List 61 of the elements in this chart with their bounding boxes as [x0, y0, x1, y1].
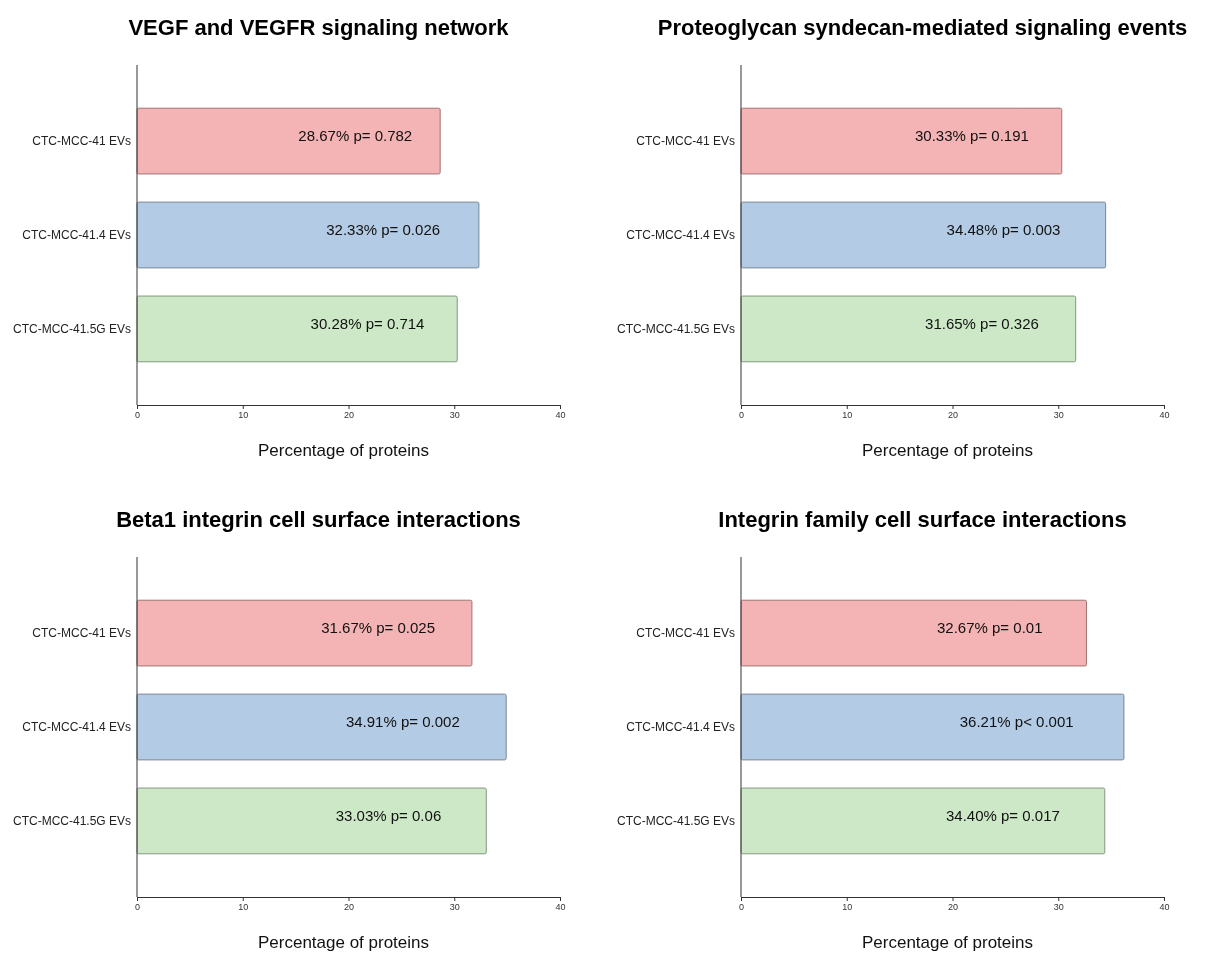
x-axis-title: Percentage of proteins [257, 441, 430, 460]
x-tick-label: 40 [555, 902, 566, 913]
y-tick-label: CTC-MCC-41 EVs [32, 625, 131, 640]
bar [136, 201, 480, 269]
y-tick-label: CTC-MCC-41.5G EVs [12, 321, 131, 336]
bar [136, 107, 441, 175]
y-tick-label: CTC-MCC-41.4 EVs [22, 227, 131, 242]
x-tick-label: 0 [134, 902, 141, 913]
y-tick-label: CTC-MCC-41.4 EVs [22, 719, 131, 734]
y-tick-label: CTC-MCC-41 EVs [32, 133, 131, 148]
data-label: 36.21% p< 0.001 [959, 712, 1074, 730]
chart-title: Beta1 integrin cell surface interactions [116, 507, 521, 532]
y-tick-label: CTC-MCC-41.5G EVs [12, 813, 131, 828]
x-axis-title: Percentage of proteins [861, 933, 1034, 952]
chart-title: Integrin family cell surface interactions [718, 507, 1127, 532]
x-tick-label: 0 [738, 410, 745, 421]
bar [136, 295, 458, 363]
x-tick-label: 10 [238, 902, 249, 913]
x-tick-label: 20 [343, 902, 355, 913]
data-label: 34.40% p= 0.017 [945, 806, 1060, 824]
bar [136, 693, 507, 761]
x-tick-label: 10 [842, 410, 853, 421]
y-tick-label: CTC-MCC-41 EVs [636, 133, 735, 148]
x-tick-label: 20 [343, 410, 355, 421]
data-label: 34.91% p= 0.002 [345, 712, 460, 730]
x-tick-label: 0 [134, 410, 141, 421]
x-tick-label: 30 [1053, 410, 1064, 421]
y-tick-label: CTC-MCC-41.4 EVs [626, 227, 735, 242]
data-label: 32.67% p= 0.01 [936, 619, 1043, 637]
data-label: 31.67% p= 0.025 [321, 619, 436, 637]
y-tick-label: CTC-MCC-41.4 EVs [626, 719, 735, 734]
x-tick-label: 20 [947, 410, 959, 421]
data-label: 31.65% p= 0.326 [925, 314, 1039, 332]
data-label: 28.67% p= 0.782 [298, 127, 413, 145]
chart-title: VEGF and VEGFR signaling network [128, 15, 510, 40]
x-tick-label: 40 [555, 410, 566, 421]
bar [740, 201, 1107, 269]
x-tick-label: 30 [449, 902, 460, 913]
chart-title: Proteoglycan syndecan-mediated signaling events [657, 15, 1188, 40]
x-tick-label: 30 [1053, 902, 1064, 913]
bar [740, 107, 1063, 175]
x-tick-label: 20 [947, 902, 959, 913]
x-axis-title: Percentage of proteins [861, 441, 1034, 460]
data-label: 33.03% p= 0.06 [335, 806, 442, 824]
y-tick-label: CTC-MCC-41 EVs [636, 625, 735, 640]
data-label: 34.48% p= 0.003 [946, 220, 1061, 238]
x-tick-label: 40 [1159, 410, 1170, 421]
x-tick-label: 10 [842, 902, 853, 913]
x-tick-label: 10 [238, 410, 249, 421]
y-tick-label: CTC-MCC-41.5G EVs [616, 813, 735, 828]
x-axis-title: Percentage of proteins [257, 933, 430, 952]
data-label: 32.33% p= 0.026 [326, 220, 441, 238]
x-tick-label: 40 [1159, 902, 1170, 913]
bar [740, 295, 1077, 363]
data-label: 30.28% p= 0.714 [310, 314, 425, 332]
bar [136, 599, 473, 667]
x-tick-label: 30 [449, 410, 460, 421]
data-label: 30.33% p= 0.191 [915, 127, 1029, 145]
bar [136, 787, 487, 855]
x-tick-label: 0 [738, 902, 745, 913]
y-tick-label: CTC-MCC-41.5G EVs [616, 321, 735, 336]
